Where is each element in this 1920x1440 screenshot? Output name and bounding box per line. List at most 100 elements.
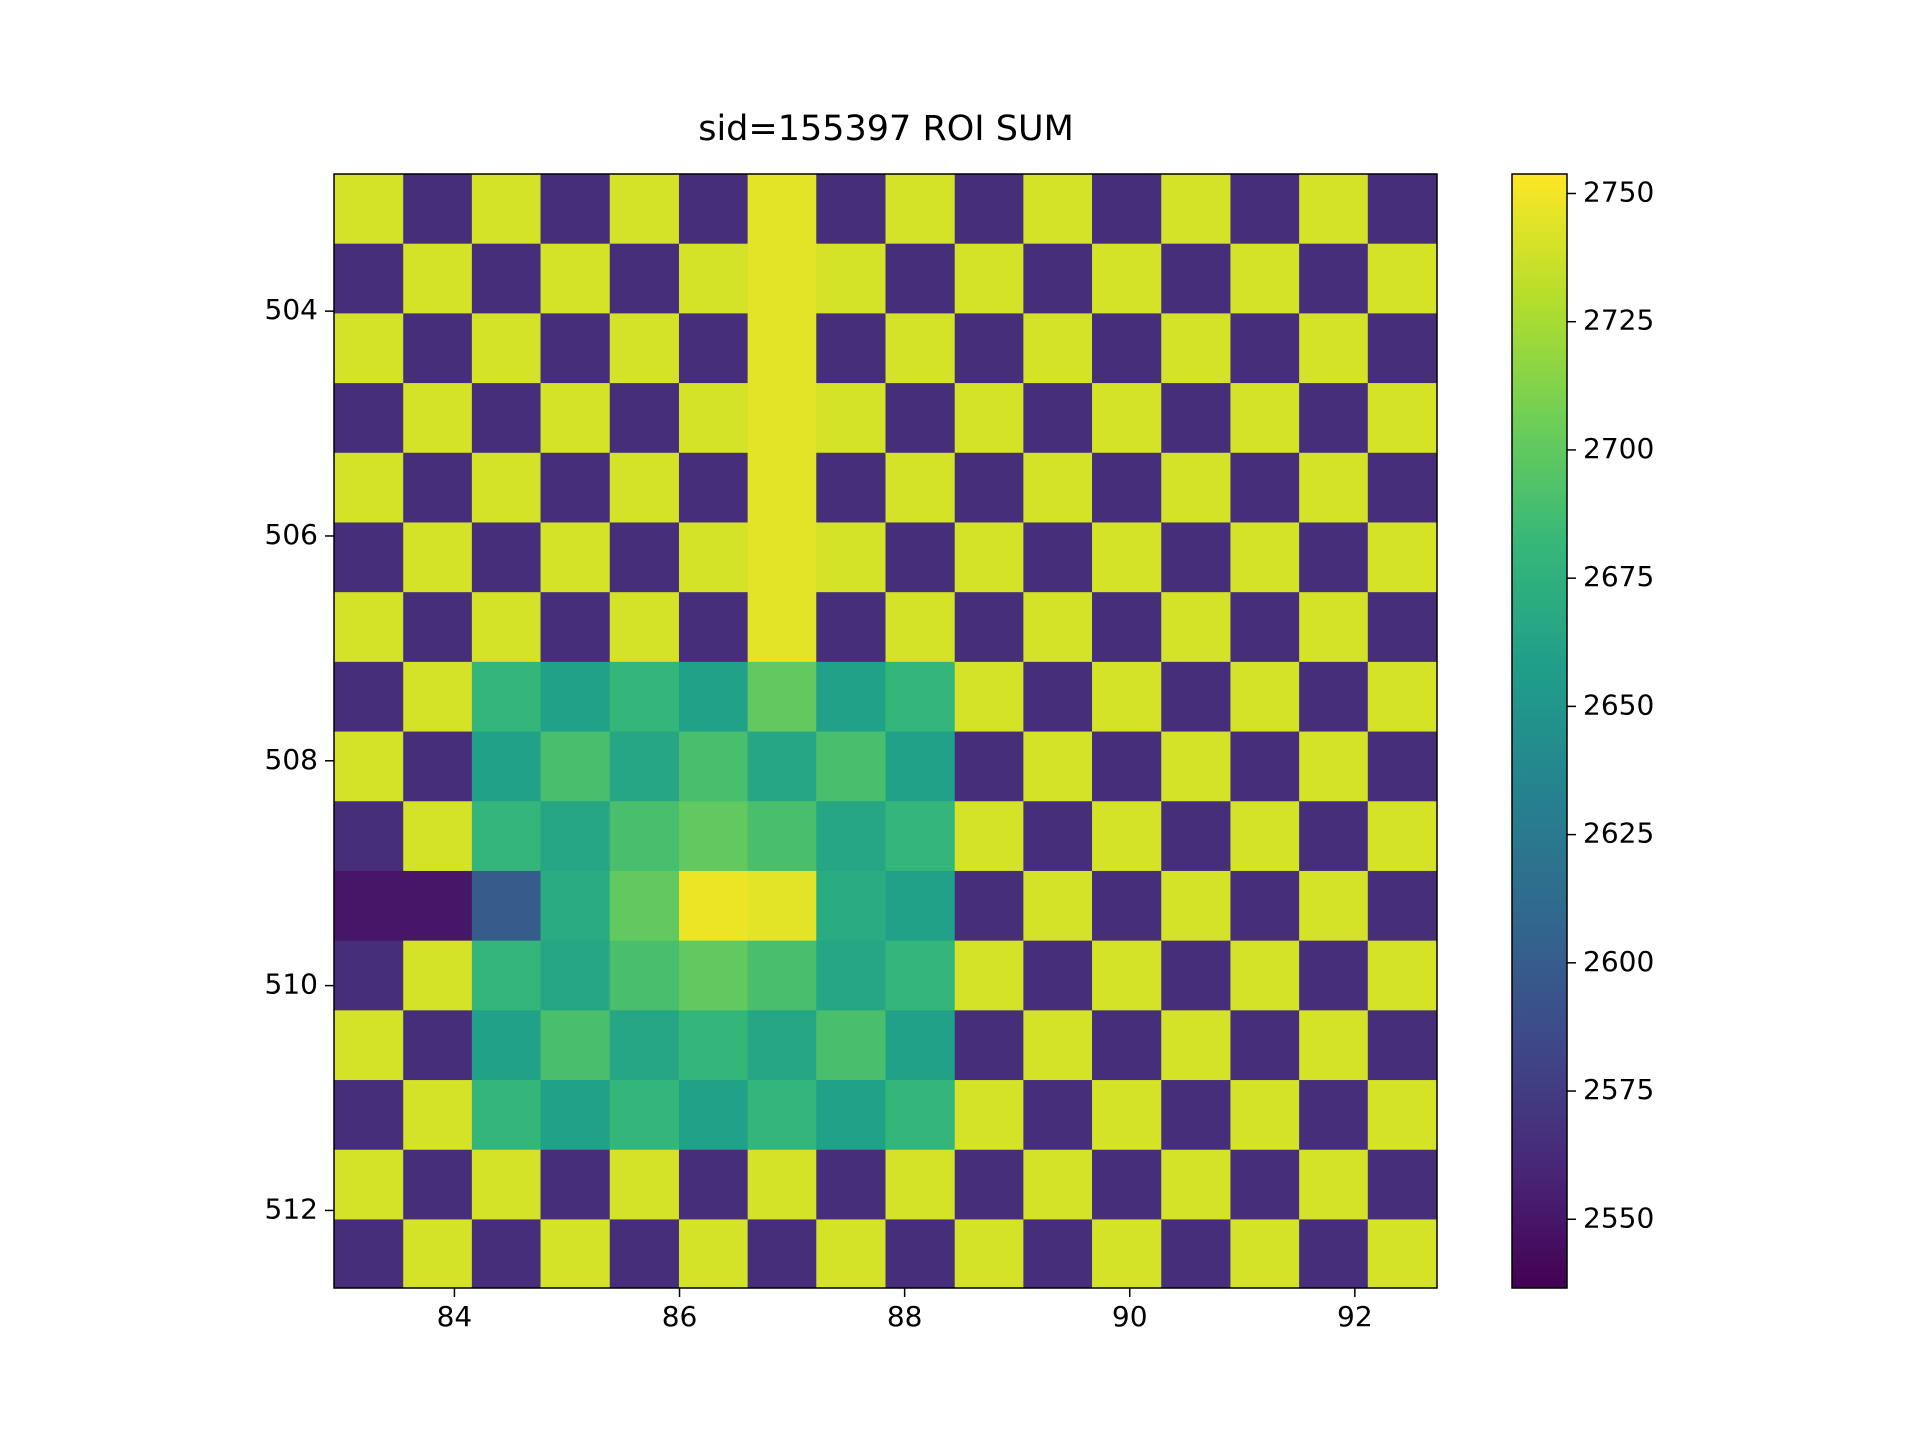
heat-cell: [1230, 1219, 1300, 1289]
heat-cell: [954, 801, 1024, 872]
heat-cell: [1023, 243, 1093, 314]
heat-cell: [1230, 174, 1300, 245]
heat-cell: [1367, 940, 1438, 1011]
heat-cell: [747, 383, 817, 454]
heat-cell: [954, 313, 1024, 384]
heat-cell: [540, 940, 611, 1011]
heat-cell: [609, 1219, 680, 1289]
heat-cell: [1230, 1010, 1300, 1081]
heat-cell: [1367, 1149, 1438, 1220]
heat-cell: [1230, 1080, 1300, 1151]
heat-cell: [885, 1149, 956, 1220]
heat-cell: [885, 1219, 956, 1289]
heat-cell: [747, 174, 817, 245]
heat-cell: [334, 313, 404, 384]
heat-cell: [1230, 383, 1300, 454]
heat-cell: [1299, 592, 1369, 663]
heat-cell: [540, 801, 611, 872]
heat-cell: [885, 1080, 956, 1151]
heat-cell: [1092, 592, 1162, 663]
heat-cell: [1023, 452, 1093, 523]
heat-cell: [609, 522, 680, 593]
heat-cell: [954, 174, 1024, 245]
heat-cell: [747, 940, 817, 1011]
x-tick-label: 84: [437, 1300, 473, 1333]
heat-cell: [1092, 940, 1162, 1011]
colorbar-tick-label: 2650: [1583, 688, 1654, 721]
heat-cell: [1161, 1080, 1231, 1151]
heat-cell: [1023, 313, 1093, 384]
heat-cell: [816, 870, 886, 942]
heat-cell: [609, 243, 680, 314]
heat-cell: [1299, 1010, 1369, 1081]
heat-cell: [471, 731, 542, 802]
heat-cell: [1023, 174, 1093, 245]
heat-cell: [885, 243, 956, 314]
heat-cell: [540, 174, 611, 245]
heat-cell: [471, 313, 542, 384]
heat-cell: [1230, 870, 1300, 942]
x-tick-label: 88: [887, 1300, 923, 1333]
heat-cell: [1299, 1219, 1369, 1289]
heat-cell: [1023, 383, 1093, 454]
heat-cell: [334, 1080, 404, 1151]
heat-cell: [1023, 940, 1093, 1011]
heat-cell: [954, 940, 1024, 1011]
heat-cell: [816, 243, 886, 314]
heat-cell: [885, 452, 956, 523]
heat-cell: [1023, 661, 1093, 733]
heat-cell: [334, 383, 404, 454]
heat-cell: [1230, 801, 1300, 872]
heat-cell: [334, 522, 404, 593]
heat-cell: [1023, 1080, 1093, 1151]
heat-cell: [816, 661, 886, 733]
heat-cell: [403, 1080, 473, 1151]
heat-cell: [334, 1219, 404, 1289]
heat-cell: [1023, 801, 1093, 872]
heat-cell: [1161, 592, 1231, 663]
heat-cell: [1367, 174, 1438, 245]
heat-cell: [678, 452, 749, 523]
heat-cell: [885, 801, 956, 872]
heat-cell: [1299, 383, 1369, 454]
heat-cell: [885, 870, 956, 942]
heat-cell: [1161, 940, 1231, 1011]
heat-cell: [1092, 661, 1162, 733]
heat-cell: [471, 243, 542, 314]
heat-cell: [540, 1080, 611, 1151]
heat-cell: [885, 661, 956, 733]
heat-cell: [471, 1149, 542, 1220]
heat-cell: [678, 243, 749, 314]
heat-cell: [1023, 1219, 1093, 1289]
heat-cell: [403, 174, 473, 245]
heat-cell: [678, 940, 749, 1011]
heat-cell: [1367, 870, 1438, 942]
heat-cell: [954, 592, 1024, 663]
colorbar-tick-label: 2750: [1583, 175, 1654, 208]
heat-cell: [1367, 1010, 1438, 1081]
y-tick-label: 506: [265, 518, 318, 551]
heat-cell: [334, 592, 404, 663]
heat-cell: [334, 801, 404, 872]
heat-cell: [609, 1010, 680, 1081]
heat-cell: [540, 731, 611, 802]
heat-cell: [471, 661, 542, 733]
heat-cell: [609, 661, 680, 733]
heat-cell: [403, 243, 473, 314]
heat-cell: [678, 661, 749, 733]
heat-cell: [334, 731, 404, 802]
heat-cell: [1092, 383, 1162, 454]
heat-cell: [403, 383, 473, 454]
heat-cell: [403, 731, 473, 802]
heat-cell: [678, 174, 749, 245]
heat-cell: [609, 174, 680, 245]
heat-cell: [1161, 174, 1231, 245]
heat-cell: [1367, 243, 1438, 314]
heat-cell: [885, 313, 956, 384]
heat-cell: [816, 1080, 886, 1151]
heat-cell: [885, 1010, 956, 1081]
heat-cell: [403, 870, 473, 942]
heat-cell: [1230, 243, 1300, 314]
heat-cell: [540, 452, 611, 523]
